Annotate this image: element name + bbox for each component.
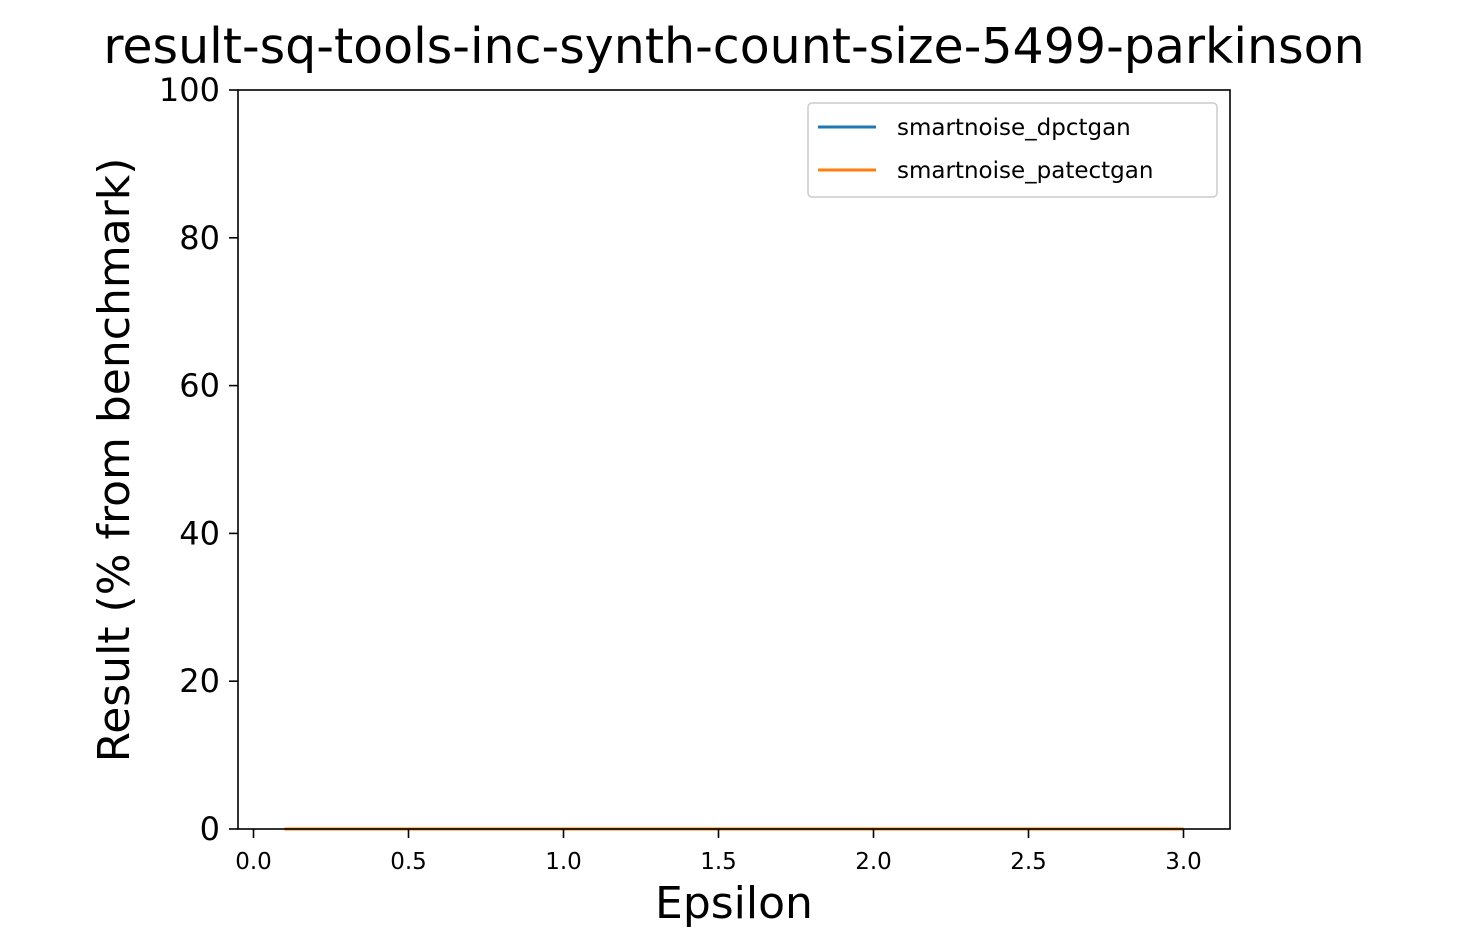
x-tick-label: 0.0 <box>235 849 272 875</box>
x-axis: 0.0 0.5 1.0 1.5 2.0 2.5 3.0 <box>235 829 1202 875</box>
x-tick-label: 1.0 <box>545 849 582 875</box>
y-tick-label: 80 <box>179 219 220 257</box>
y-axis: 0 20 40 60 80 100 <box>159 71 238 848</box>
x-tick-label: 2.0 <box>855 849 892 875</box>
legend-label-smartnoise-dpctgan: smartnoise_dpctgan <box>897 115 1131 141</box>
legend-label-smartnoise-patectgan: smartnoise_patectgan <box>897 158 1153 184</box>
plot-frame <box>237 89 1231 830</box>
x-tick-label: 0.5 <box>390 849 427 875</box>
y-tick-label: 0 <box>200 810 220 848</box>
x-tick-label: 3.0 <box>1165 849 1202 875</box>
x-tick-label: 2.5 <box>1010 849 1047 875</box>
x-tick-label: 1.5 <box>700 849 737 875</box>
chart-title: result-sq-tools-inc-synth-count-size-549… <box>103 18 1364 75</box>
x-axis-label: Epsilon <box>655 878 813 929</box>
y-tick-label: 100 <box>159 71 220 109</box>
y-tick-label: 20 <box>179 662 220 700</box>
legend-box <box>807 102 1218 198</box>
y-axis-label: Result (% from benchmark) <box>89 158 140 763</box>
plot-area <box>238 90 1230 829</box>
legend: smartnoise_dpctgan smartnoise_patectgan <box>807 102 1218 198</box>
y-tick-label: 60 <box>179 367 220 405</box>
y-tick-label: 40 <box>179 514 220 552</box>
